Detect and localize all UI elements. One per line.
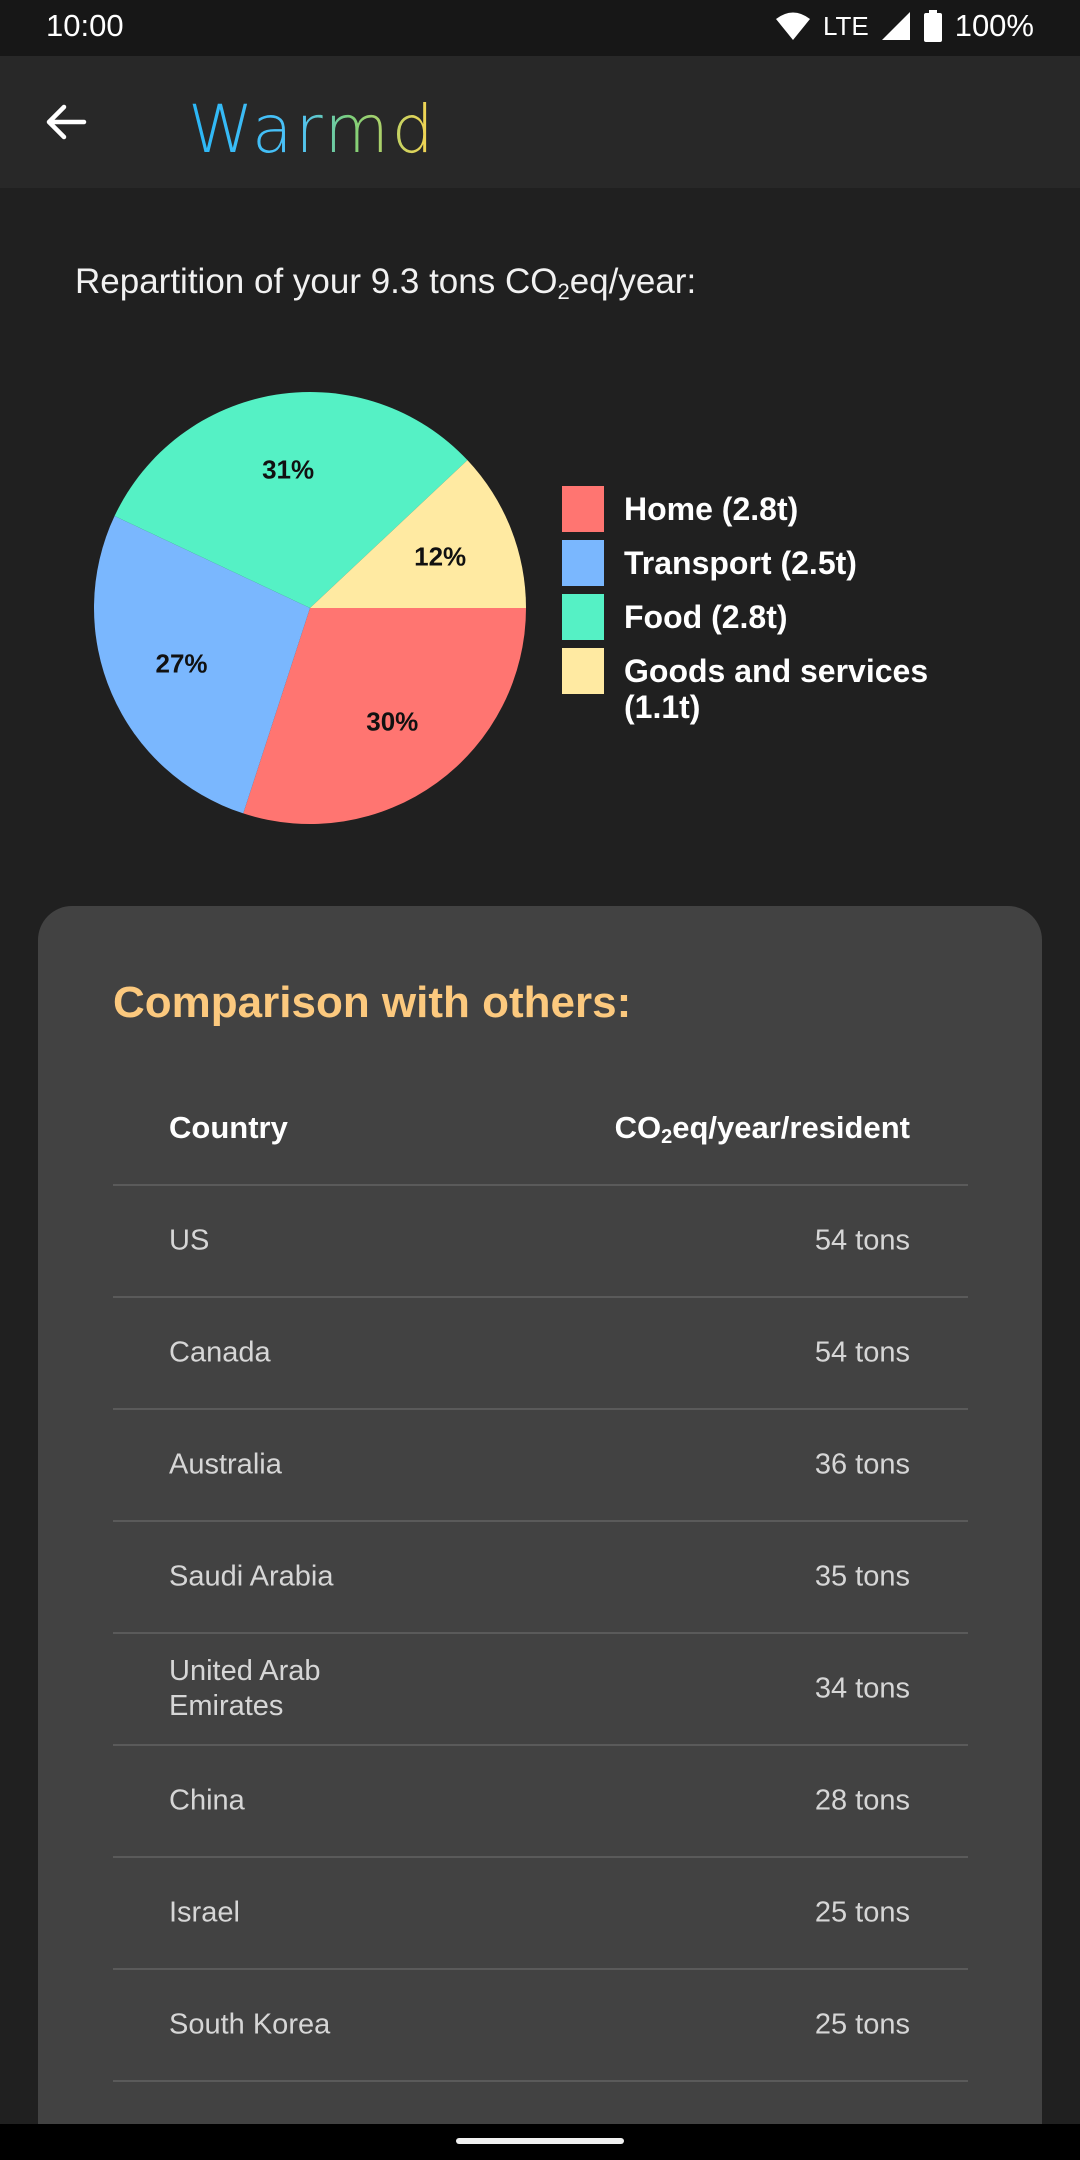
country-name: China bbox=[169, 1784, 245, 1817]
status-icons: LTE 100% bbox=[775, 8, 1034, 44]
pie-slice bbox=[94, 516, 310, 814]
slice-label: 31% bbox=[262, 455, 314, 485]
comparison-table: Country CO2eq/year/resident US 54 tons Can… bbox=[113, 1074, 968, 2082]
country-name: US bbox=[169, 1224, 210, 1257]
content: Repartition of your 9.3 tons CO2eq/year:… bbox=[0, 188, 1080, 2124]
comparison-card: Comparison with others: Country CO2eq/ye… bbox=[38, 906, 1042, 2124]
legend-label: Food (2.8t) bbox=[624, 599, 788, 635]
table-row: Saudi Arabia 35 tons bbox=[113, 1522, 968, 1634]
summary-subscript: 2 bbox=[557, 279, 570, 304]
home-gesture-handle[interactable] bbox=[456, 2138, 624, 2144]
status-time: 10:00 bbox=[46, 8, 124, 43]
pie-slice bbox=[310, 460, 526, 608]
navigation-bar bbox=[0, 2124, 1080, 2160]
legend-item: Food (2.8t) bbox=[562, 594, 954, 640]
pie-slice bbox=[243, 608, 527, 824]
battery-level: 100% bbox=[954, 8, 1034, 43]
slice-label: 12% bbox=[414, 541, 466, 571]
emission-value: 54 tons bbox=[814, 1336, 910, 1369]
table-row: Canada 54 tons bbox=[113, 1298, 968, 1410]
table-row: South Korea 25 tons bbox=[113, 1970, 968, 2082]
footprint-summary: Repartition of your 9.3 tons CO2eq/year: bbox=[75, 262, 696, 305]
legend-label: Home (2.8t) bbox=[624, 491, 799, 527]
header-country: Country bbox=[169, 1110, 288, 1145]
emission-value: 34 tons bbox=[814, 1672, 910, 1705]
legend-label: Goods and services (1.1t) bbox=[624, 653, 929, 725]
table-row: Australia 36 tons bbox=[113, 1410, 968, 1522]
pie-chart-svg: 30% 27% 31% 12% bbox=[94, 392, 527, 824]
header-co2: CO2eq/year/resident bbox=[614, 1110, 910, 1148]
battery-icon bbox=[923, 10, 942, 42]
table-row: China 28 tons bbox=[113, 1746, 968, 1858]
wifi-icon bbox=[775, 12, 810, 40]
cell-signal-icon bbox=[881, 12, 910, 40]
country-name: Australia bbox=[169, 1448, 282, 1481]
legend-swatch bbox=[562, 486, 604, 532]
summary-prefix: Repartition of your 9.3 tons CO bbox=[75, 262, 558, 301]
legend-item: Transport (2.5t) bbox=[562, 540, 954, 586]
emission-value: 28 tons bbox=[814, 1784, 910, 1817]
app-logo-text: Warmd bbox=[188, 91, 437, 166]
legend-item: Home (2.8t) bbox=[562, 486, 954, 532]
comparison-title: Comparison with others: bbox=[113, 978, 632, 1027]
slice-label: 27% bbox=[155, 649, 207, 679]
emission-value: 36 tons bbox=[814, 1448, 910, 1481]
emission-value: 25 tons bbox=[814, 2008, 910, 2041]
emission-value: 25 tons bbox=[814, 1896, 910, 1929]
country-name: United Arab Emirates bbox=[169, 1655, 321, 1722]
legend-label: Transport (2.5t) bbox=[624, 545, 857, 581]
chart-legend: Home (2.8t) Transport (2.5t) Food (2.8t) Go… bbox=[562, 486, 954, 733]
country-name: Canada bbox=[169, 1336, 271, 1369]
country-name: Israel bbox=[169, 1896, 240, 1929]
table-body: US 54 tons Canada 54 tons Australia 36 tons Sa… bbox=[113, 1186, 968, 2082]
legend-swatch bbox=[562, 594, 604, 640]
country-name: South Korea bbox=[169, 2008, 331, 2041]
legend-swatch bbox=[562, 540, 604, 586]
table-header: Country CO2eq/year/resident bbox=[113, 1074, 968, 1186]
table-row: US 54 tons bbox=[113, 1186, 968, 1298]
table-row: Israel 25 tons bbox=[113, 1858, 968, 1970]
slice-label: 30% bbox=[366, 706, 418, 736]
table-row: United Arab Emirates 34 tons bbox=[113, 1634, 968, 1746]
app-bar: Warmd bbox=[0, 56, 1080, 188]
emission-value: 35 tons bbox=[814, 1560, 910, 1593]
pie-slice bbox=[114, 392, 468, 608]
legend-swatch bbox=[562, 648, 604, 694]
status-bar: 10:00 LTE 100% bbox=[0, 0, 1080, 56]
country-name: Saudi Arabia bbox=[169, 1560, 334, 1593]
app-logo: Warmd bbox=[188, 91, 437, 166]
summary-suffix: eq/year: bbox=[569, 262, 697, 301]
legend-item: Goods and services (1.1t) bbox=[562, 648, 954, 725]
emission-value: 54 tons bbox=[814, 1224, 910, 1257]
back-arrow-icon[interactable] bbox=[40, 96, 92, 148]
network-type: LTE bbox=[822, 10, 869, 41]
pie-chart: 30% 27% 31% 12% bbox=[90, 388, 530, 828]
